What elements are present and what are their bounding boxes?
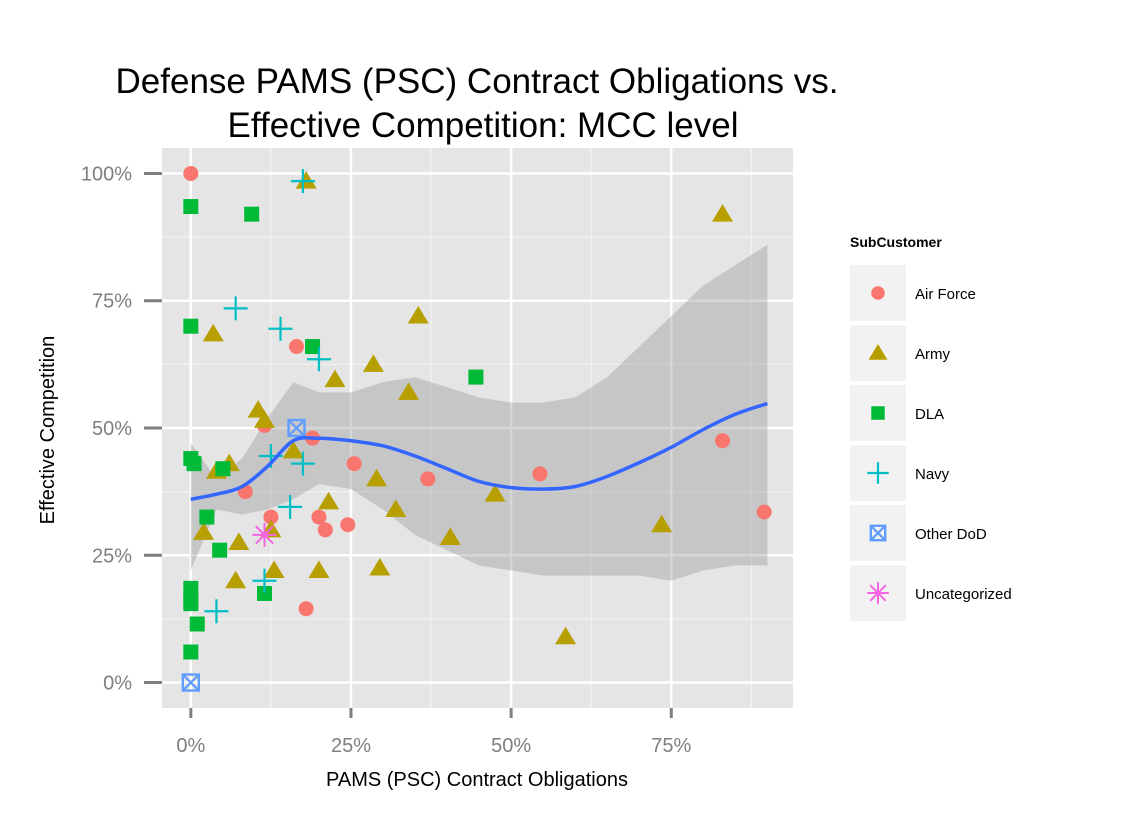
data-point-dla — [183, 596, 199, 612]
data-point-army — [225, 570, 247, 589]
y-tick-label: 50% — [92, 418, 132, 440]
data-point-army — [369, 558, 391, 576]
data-point-dla — [215, 461, 231, 477]
data-point-air-force — [183, 165, 199, 181]
y-axis-title: Effective Competition — [37, 336, 59, 525]
legend-label-uncategorized: Uncategorized — [915, 586, 1012, 603]
x-axis-title: PAMS (PSC) Contract Obligations — [326, 769, 628, 791]
data-point-army — [362, 354, 384, 372]
data-point-army — [253, 410, 275, 428]
data-point-dla — [468, 369, 484, 385]
chart-title-line2: Effective Competition: MCC level — [228, 106, 739, 145]
x-tick-label: 50% — [491, 735, 531, 757]
legend-title: SubCustomer — [850, 234, 942, 250]
data-point-air-force — [289, 339, 305, 355]
legend-item-uncategorized: Uncategorized — [850, 565, 1012, 621]
data-point-navy — [290, 451, 315, 476]
data-point-air-force — [532, 466, 548, 482]
data-point-air-force — [756, 504, 772, 520]
legend-item-air-force: Air Force — [850, 265, 976, 321]
y-tick-label: 100% — [81, 163, 132, 185]
data-point-army — [555, 626, 577, 645]
data-point-army — [484, 484, 506, 502]
smooth-line — [190, 401, 768, 502]
legend-label-army: Army — [915, 346, 950, 363]
legend-symbol-navy — [867, 462, 889, 484]
data-point-army — [712, 204, 734, 222]
data-point-air-force — [420, 471, 436, 487]
legend-label-dla: DLA — [915, 406, 944, 423]
legend-item-army: Army — [850, 325, 950, 381]
data-point-navy — [204, 599, 229, 624]
data-point-air-force — [263, 509, 279, 525]
smooth-line-layer — [190, 401, 768, 502]
data-point-uncategorized — [252, 522, 277, 547]
legend-label-other-dod: Other DoD — [915, 526, 987, 543]
x-tick-label: 0% — [176, 735, 205, 757]
x-tick-label: 75% — [651, 735, 691, 757]
data-point-dla — [212, 542, 228, 558]
data-point-army — [651, 514, 673, 533]
data-point-air-force — [317, 522, 333, 538]
x-tick-label: 25% — [331, 735, 371, 757]
data-point-army — [228, 532, 250, 551]
data-point-army — [263, 560, 285, 579]
legend-item-navy: Navy — [850, 445, 950, 501]
data-point-air-force — [340, 517, 356, 533]
data-point-navy — [223, 296, 248, 321]
data-point-army — [295, 171, 317, 189]
smooth-confidence-ribbon — [190, 244, 768, 581]
data-point-dla — [256, 585, 272, 601]
data-point-air-force — [298, 601, 314, 617]
data-point-army — [202, 323, 224, 342]
data-point-navy — [290, 169, 315, 194]
legend-symbol-army — [868, 344, 888, 360]
data-point-air-force — [311, 509, 327, 525]
data-point-air-force — [715, 433, 731, 449]
y-tick-label: 0% — [103, 673, 132, 695]
y-tick-label: 25% — [92, 545, 132, 567]
legend-symbol-other-dod — [869, 524, 887, 542]
data-point-navy — [252, 568, 277, 593]
data-point-army — [318, 491, 340, 510]
data-point-dla — [186, 456, 202, 472]
data-point-army — [385, 499, 407, 517]
data-point-army — [193, 522, 215, 540]
data-point-dla — [244, 206, 260, 222]
data-point-dla — [305, 339, 321, 355]
y-tick-label: 75% — [92, 291, 132, 313]
data-point-dla — [199, 509, 215, 525]
chart-title-line1: Defense PAMS (PSC) Contract Obligations … — [116, 62, 839, 101]
data-point-army — [366, 468, 388, 487]
data-point-navy — [268, 316, 293, 341]
legend-symbol-uncategorized — [867, 582, 889, 604]
data-point-dla — [183, 318, 199, 334]
data-point-dla — [189, 616, 205, 632]
axes: 0% 25% 50% 75% 0% 25% 50% 75% 100% — [81, 163, 692, 757]
data-point-dla — [183, 644, 199, 660]
data-point-army — [439, 527, 461, 545]
legend-label-navy: Navy — [915, 466, 950, 483]
data-points — [181, 165, 772, 692]
data-point-army — [282, 440, 304, 459]
data-point-air-force — [346, 456, 362, 472]
legend-label-air-force: Air Force — [915, 286, 976, 303]
grid-lines — [162, 148, 793, 708]
data-point-army — [398, 382, 420, 400]
legend-item-dla: DLA — [850, 385, 944, 441]
data-point-other-dod — [287, 418, 306, 438]
data-point-other-dod — [181, 673, 201, 692]
legend-symbol-air-force — [871, 286, 885, 300]
legend-item-other-dod: Other DoD — [850, 505, 987, 561]
data-point-dla — [183, 199, 199, 215]
data-point-navy — [278, 494, 303, 519]
data-point-army — [324, 369, 346, 388]
data-point-army — [308, 560, 330, 579]
confidence-band — [190, 244, 768, 581]
data-point-navy — [306, 347, 331, 372]
legend: SubCustomer Air Force Army DLA Navy Other Do… — [850, 234, 1012, 621]
legend-symbol-dla — [871, 406, 885, 420]
data-point-army — [407, 306, 429, 324]
